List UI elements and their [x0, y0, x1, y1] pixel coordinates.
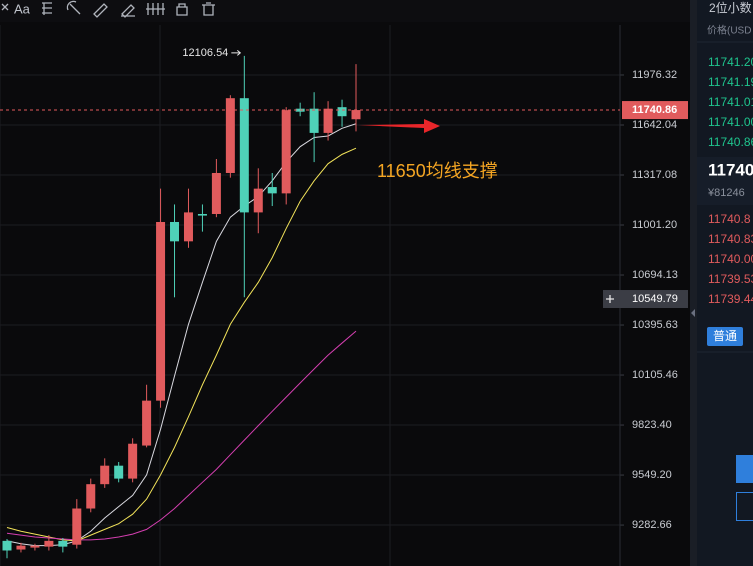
candle-body	[114, 465, 124, 479]
ask-price: 11741.00	[708, 115, 753, 129]
pattern-tool[interactable]	[66, 0, 81, 15]
y-tick-label: 9549.20	[632, 469, 672, 481]
candle-body	[253, 188, 263, 213]
y-tick-label: 10694.13	[632, 269, 678, 281]
ma-line	[6, 330, 357, 541]
column-header: 价格(USD	[707, 24, 751, 37]
candle-body	[170, 221, 180, 242]
candle-body	[225, 98, 235, 173]
ask-price: 11741.20	[708, 55, 753, 69]
tool-icon[interactable]	[1, 3, 9, 11]
ask-price: 11740.86	[708, 135, 753, 149]
crosshair-label: 10549.79	[632, 293, 678, 305]
fib-tool[interactable]	[42, 2, 52, 15]
high-label: 12106.54	[182, 47, 228, 59]
ask-price: 11741.01	[708, 95, 753, 109]
candle-body	[44, 540, 54, 547]
crosshair-plus[interactable]	[606, 295, 614, 304]
bid-price: 11740.83	[708, 232, 753, 246]
candle-body	[211, 172, 221, 214]
annotation-arrow	[358, 119, 440, 134]
brush-tool[interactable]	[121, 4, 135, 18]
last-price-label: 11740.86	[632, 104, 677, 116]
candle-body	[239, 98, 249, 213]
crosshair-box	[603, 290, 688, 309]
y-tick-label: 11976.32	[632, 69, 677, 81]
candle-body	[86, 484, 96, 509]
y-tick-label: 11642.04	[632, 119, 677, 131]
ma-line	[6, 147, 357, 542]
candle-body	[156, 221, 166, 401]
y-tick-label: 9282.66	[632, 519, 672, 531]
grid-tool[interactable]	[146, 3, 165, 15]
candle-body	[351, 110, 361, 120]
candle-body	[100, 465, 110, 485]
candle-body	[128, 443, 138, 479]
candle-body	[197, 213, 207, 216]
action-button-outline[interactable]	[736, 492, 753, 521]
delete-tool[interactable]	[202, 2, 215, 16]
bid-price: 11740.8	[708, 212, 751, 226]
annotation: 11650均线支撑	[377, 161, 498, 181]
chart: 11976.32 11642.04 11317.08 11001.20 10694.13…	[0, 25, 688, 566]
y-tick-label: 11001.20	[632, 219, 677, 231]
candle-body	[16, 545, 26, 550]
y-tick-label: 10395.63	[632, 319, 678, 331]
candle-body	[72, 508, 82, 545]
precision-select[interactable]: 2位小数	[709, 0, 752, 15]
candle-body	[183, 212, 193, 242]
candle-body	[337, 107, 347, 117]
candle-body	[323, 108, 333, 133]
high-arrow	[231, 49, 242, 56]
last-price: 11740	[708, 160, 753, 179]
last-row	[697, 157, 753, 205]
bid-price: 11740.00	[708, 252, 753, 266]
candle-body	[267, 187, 277, 194]
last-price-cny: ¥81246	[707, 187, 745, 199]
lock-tool[interactable]	[176, 3, 188, 16]
divider	[690, 0, 697, 566]
y-tick-label: 11317.08	[632, 169, 677, 181]
candle-body	[309, 108, 319, 133]
bid-price: 11739.44	[708, 292, 753, 306]
last-price-box	[622, 101, 688, 120]
plot	[2, 55, 361, 559]
candle-body	[2, 540, 12, 551]
y-tick-label: 10105.46	[632, 369, 678, 381]
y-tick-label: 9823.40	[632, 419, 672, 431]
bid-price: 11739.53	[708, 272, 753, 286]
ruler-tool[interactable]	[93, 3, 108, 18]
mode-button-bg[interactable]	[707, 327, 743, 346]
ask-price: 11741.19	[708, 75, 753, 89]
tool-icons	[42, 0, 215, 18]
action-button[interactable]	[736, 455, 753, 483]
candle-body	[142, 400, 152, 446]
mode-button[interactable]: 普通	[713, 329, 737, 343]
font-tool[interactable]: Aa	[14, 1, 31, 16]
candle-body	[281, 110, 291, 194]
candle-body	[58, 540, 68, 547]
collapse-toggle[interactable]	[691, 309, 695, 317]
candle-body	[30, 545, 40, 548]
toolbar	[0, 0, 690, 22]
